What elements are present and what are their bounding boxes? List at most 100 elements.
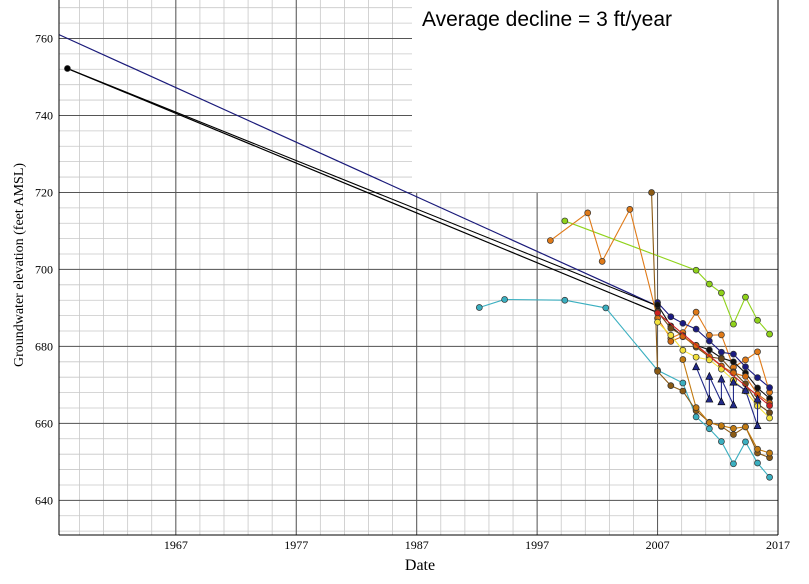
y-tick-label: 720 <box>35 185 53 199</box>
data-point <box>706 419 713 426</box>
data-point <box>475 304 483 311</box>
data-point <box>654 309 661 317</box>
trend-layer <box>58 34 658 314</box>
data-point <box>718 289 725 297</box>
data-point <box>766 449 773 457</box>
data-point <box>561 296 569 304</box>
data-point <box>742 363 749 371</box>
data-point <box>766 473 773 481</box>
data-point <box>742 293 749 301</box>
data-point <box>679 356 687 363</box>
data-point <box>718 422 725 430</box>
data-point <box>766 384 773 391</box>
x-tick-label: 2007 <box>646 538 670 552</box>
data-point <box>654 368 661 375</box>
x-tick-label: 1977 <box>284 538 308 552</box>
data-point <box>705 394 714 403</box>
data-point <box>706 356 713 364</box>
data-point <box>648 189 655 196</box>
data-point <box>584 209 592 217</box>
data-point <box>742 356 749 364</box>
y-tick-label: 760 <box>35 31 53 45</box>
y-tick-label: 660 <box>35 416 53 430</box>
data-point <box>692 362 701 371</box>
data-point <box>753 394 762 403</box>
data-point <box>718 438 725 445</box>
data-point <box>547 237 554 244</box>
data-point <box>742 373 749 380</box>
x-tick-label: 2017 <box>766 538 790 552</box>
data-point <box>754 316 761 324</box>
data-point <box>754 374 761 381</box>
x-tick-label: 1967 <box>164 538 188 552</box>
series-line <box>657 321 770 419</box>
y-tick-label: 740 <box>35 108 53 122</box>
grid-layer <box>59 0 779 535</box>
data-point <box>754 459 761 467</box>
data-point <box>679 346 687 354</box>
data-point <box>718 331 725 339</box>
x-axis-label: Date <box>405 557 435 574</box>
data-point <box>692 325 700 333</box>
data-point <box>766 330 773 338</box>
y-axis-label: Groundwater elevation (feet AMSL) <box>12 163 27 367</box>
trend-line <box>67 67 658 314</box>
data-point <box>561 217 569 225</box>
data-point <box>730 358 737 366</box>
data-point <box>598 257 606 265</box>
x-tick-label: 1987 <box>405 538 429 552</box>
data-point <box>501 296 508 303</box>
data-point <box>729 377 738 386</box>
data-point <box>705 371 714 380</box>
data-point <box>766 402 773 410</box>
data-point <box>64 65 71 72</box>
trend-line <box>58 34 658 307</box>
y-tick-label: 640 <box>35 493 53 507</box>
data-point <box>753 421 762 429</box>
y-tick-label: 700 <box>35 262 53 276</box>
data-point <box>667 382 675 390</box>
data-point <box>692 308 700 316</box>
series-line <box>695 366 759 426</box>
data-point <box>692 353 700 361</box>
data-point <box>654 318 661 326</box>
data-point <box>730 431 737 438</box>
series-line <box>657 302 770 389</box>
chart-annotation: Average decline = 3 ft/year <box>422 8 672 31</box>
data-point <box>692 413 700 421</box>
data-point <box>706 346 713 354</box>
data-point <box>667 338 675 345</box>
data-point <box>654 301 661 309</box>
x-tick-label: 1997 <box>525 538 549 552</box>
data-point <box>730 425 737 432</box>
data-point <box>679 319 687 327</box>
data-point <box>706 280 713 288</box>
data-point <box>667 331 675 339</box>
series-layer <box>64 65 773 481</box>
data-point <box>718 355 725 363</box>
data-point <box>730 460 737 468</box>
data-point <box>706 425 713 433</box>
y-tick-label: 680 <box>35 339 53 353</box>
data-point <box>692 266 700 274</box>
data-point <box>626 206 634 213</box>
series-line <box>657 312 770 407</box>
data-point <box>667 324 675 332</box>
data-point <box>717 374 726 383</box>
annotation-background <box>412 0 779 193</box>
series-line <box>67 68 658 307</box>
data-point <box>754 445 761 453</box>
data-point <box>667 313 675 321</box>
data-point <box>679 387 687 395</box>
data-point <box>692 404 700 411</box>
data-point <box>602 304 610 312</box>
data-point <box>742 438 749 446</box>
series-line <box>657 311 770 414</box>
data-point <box>730 320 737 328</box>
data-point <box>718 348 725 356</box>
data-point <box>742 423 749 431</box>
data-point <box>754 348 761 356</box>
data-point <box>766 414 773 422</box>
